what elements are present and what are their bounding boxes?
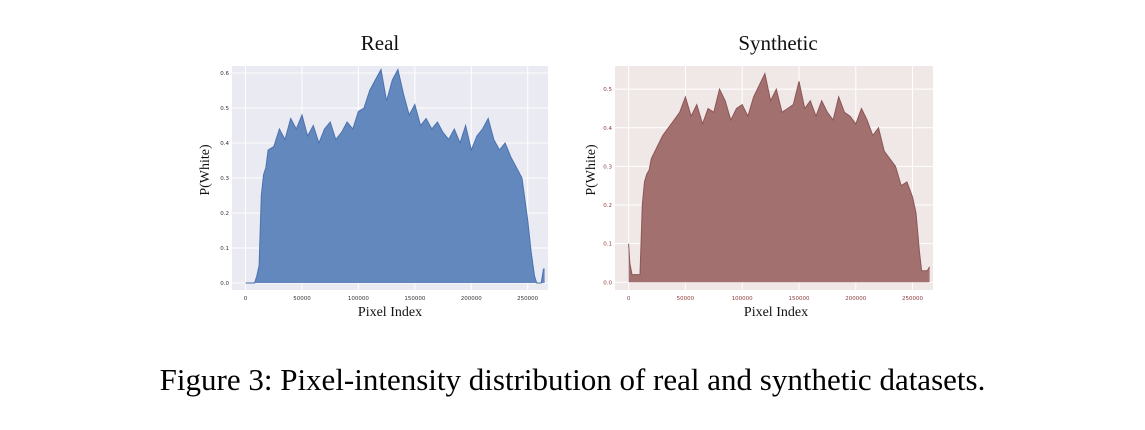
y-tick-label: 0.6 [220,71,229,77]
y-tick-label: 0.5 [603,87,612,93]
series-line [628,72,931,276]
x-tick-label: 250000 [517,296,538,302]
x-tick-label: 0 [244,296,248,302]
y-tick-label: 0.1 [603,242,612,248]
x-tick-label: 150000 [404,296,425,302]
x-axis-label: Pixel Index [743,305,809,320]
y-tick-label: 0.5 [220,106,229,112]
real-chart-svg: 0 50000 100000 150000 200000 250000 0.0 0.1 0.2 0… [220,66,548,302]
chart-title: Synthetic [738,31,818,55]
x-tick-label: 100000 [732,296,753,302]
figure-caption: Figure 3: Pixel-intensity distribution o… [159,362,986,397]
series-area [628,73,930,283]
y-tick-label: 0.1 [220,246,229,252]
y-tick-label: 0.3 [603,164,612,170]
series-area [245,69,545,283]
y-tick-label: 0.3 [220,176,229,182]
x-tick-label: 150000 [788,296,809,302]
x-axis-label: Pixel Index [357,305,423,320]
y-tick-label: 0.0 [603,280,612,286]
y-tick-label: 0.0 [220,281,229,287]
y-tick-label: 0.4 [603,126,612,132]
x-tick-label: 50000 [293,296,311,302]
x-tick-label: 200000 [845,296,866,302]
synthetic-chart-svg: 0 50000 100000 150000 200000 250000 0.0 0.1 0.2 0… [603,66,933,302]
y-tick-label: 0.2 [603,203,612,209]
chart-title: Real [360,31,400,55]
x-tick-label: 50000 [677,296,695,302]
x-tick-label: 100000 [348,296,369,302]
series-line [245,68,545,284]
y-tick-label: 0.4 [220,141,229,147]
x-tick-label: 0 [627,296,631,302]
y-tick-label: 0.2 [220,211,229,217]
y-axis-label: P(White) [584,144,599,196]
x-tick-label: 250000 [902,296,923,302]
x-tick-label: 200000 [461,296,482,302]
